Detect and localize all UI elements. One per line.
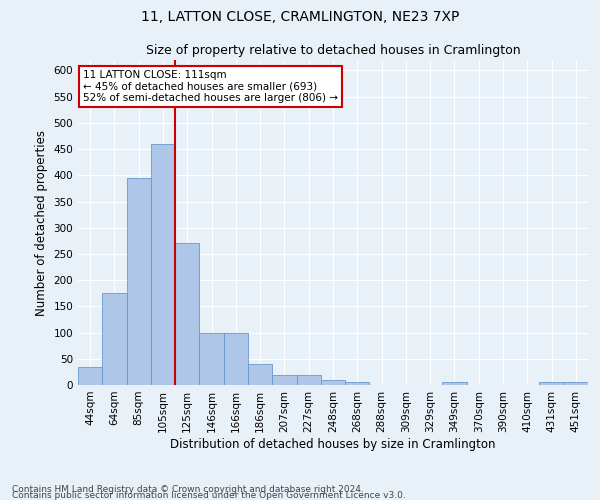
Text: 11, LATTON CLOSE, CRAMLINGTON, NE23 7XP: 11, LATTON CLOSE, CRAMLINGTON, NE23 7XP xyxy=(141,10,459,24)
Text: Contains public sector information licensed under the Open Government Licence v3: Contains public sector information licen… xyxy=(12,490,406,500)
Bar xyxy=(296,374,321,385)
Bar xyxy=(272,374,296,385)
Bar xyxy=(321,380,345,385)
X-axis label: Distribution of detached houses by size in Cramlington: Distribution of detached houses by size … xyxy=(170,438,496,450)
Text: Contains HM Land Registry data © Crown copyright and database right 2024.: Contains HM Land Registry data © Crown c… xyxy=(12,484,364,494)
Bar xyxy=(442,382,467,385)
Bar xyxy=(224,332,248,385)
Bar xyxy=(345,382,370,385)
Y-axis label: Number of detached properties: Number of detached properties xyxy=(35,130,48,316)
Bar xyxy=(78,366,102,385)
Bar xyxy=(102,294,127,385)
Bar xyxy=(175,244,199,385)
Bar xyxy=(199,332,224,385)
Bar xyxy=(151,144,175,385)
Bar xyxy=(127,178,151,385)
Bar xyxy=(539,382,564,385)
Bar xyxy=(248,364,272,385)
Title: Size of property relative to detached houses in Cramlington: Size of property relative to detached ho… xyxy=(146,44,520,58)
Text: 11 LATTON CLOSE: 111sqm
← 45% of detached houses are smaller (693)
52% of semi-d: 11 LATTON CLOSE: 111sqm ← 45% of detache… xyxy=(83,70,338,103)
Bar xyxy=(564,382,588,385)
